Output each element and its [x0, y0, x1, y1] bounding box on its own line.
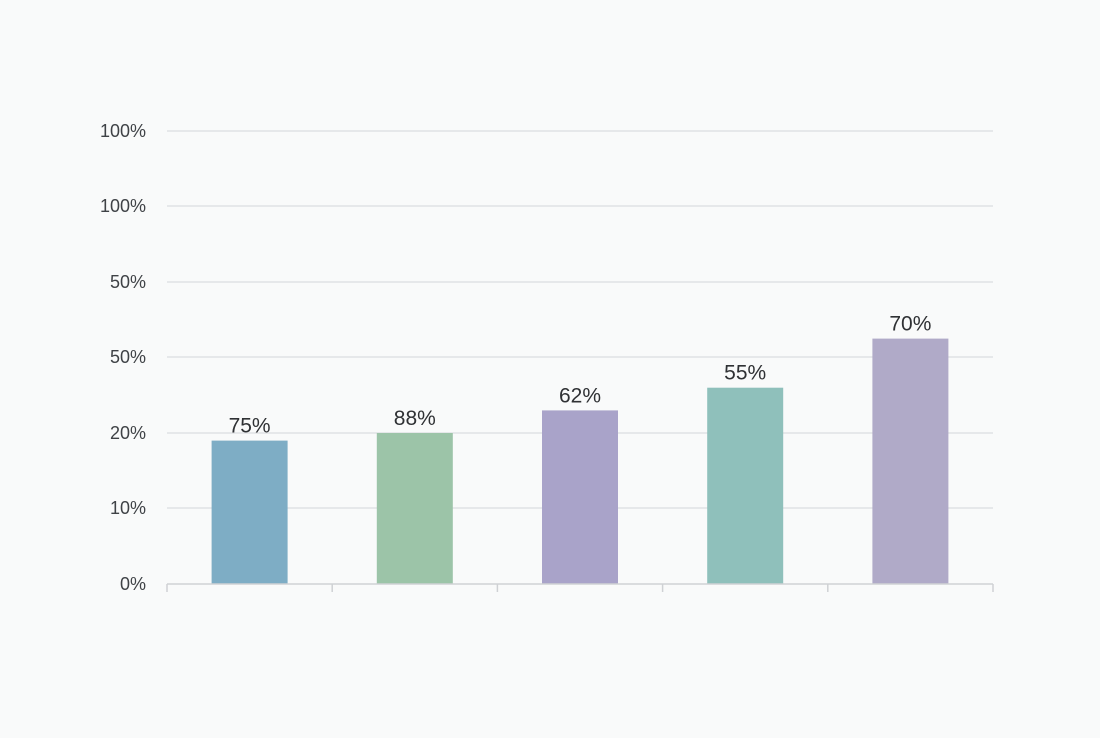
bar	[872, 338, 949, 584]
bar-value-label: 62%	[559, 384, 601, 407]
bar	[376, 433, 453, 584]
y-tick-label: 10%	[110, 498, 146, 518]
y-tick-label: 50%	[110, 347, 146, 367]
y-tick-label: 0%	[120, 574, 146, 594]
bar	[542, 410, 618, 585]
bar-value-label: 88%	[394, 407, 436, 430]
bar	[707, 387, 784, 584]
y-axis-ticks: 0% 10% 20% 50% 50% 100% 100%	[100, 121, 146, 594]
bar-value-labels: 75% 88% 62% 55% 70%	[229, 313, 932, 438]
gridlines	[167, 130, 993, 509]
y-tick-label: 20%	[110, 423, 146, 443]
x-axis	[166, 583, 994, 592]
y-tick-label: 100%	[100, 196, 146, 216]
bar-value-label: 75%	[229, 415, 271, 438]
bar-value-label: 55%	[724, 362, 766, 385]
bars	[211, 338, 949, 585]
y-tick-label: 100%	[100, 121, 146, 141]
bar-value-label: 70%	[889, 313, 931, 336]
y-tick-label: 50%	[110, 272, 146, 292]
bar	[211, 440, 288, 584]
